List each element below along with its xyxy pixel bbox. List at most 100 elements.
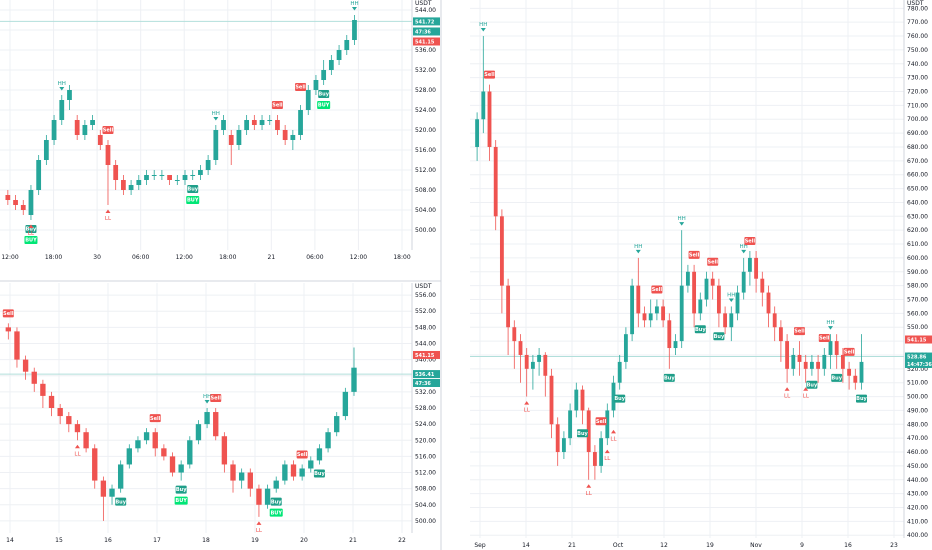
hh-arrow-icon [635, 249, 641, 254]
sell-signal-badge-label: Sell [745, 239, 756, 245]
sell-signal-badge [707, 257, 719, 266]
price-tag [905, 335, 932, 344]
buy-signal-badge-label: Buy [318, 92, 329, 98]
panel-right[interactable]: 780.00 770.00 760.00 750.00 740.00 730.00 720.… [470, 0, 932, 549]
y-tick-label: 580.00 [907, 283, 928, 290]
hh-label: HH [740, 244, 748, 250]
candle-body [352, 20, 357, 40]
candle-body [105, 145, 111, 165]
buy-signal-badge [115, 497, 127, 506]
candle-body [264, 488, 271, 505]
hh-arrow-icon [351, 7, 357, 11]
candle-body [729, 313, 734, 328]
y-tick-label: 720.00 [907, 89, 928, 96]
x-tick-label: 16 [844, 542, 852, 549]
buy-signal-badge-label: Buy [115, 499, 126, 505]
sell-signal-badge [688, 250, 700, 259]
candle-body [230, 464, 236, 481]
ll-arrow-icon [105, 209, 111, 213]
y-tick-label: 524.00 [415, 421, 436, 428]
candle-body [487, 91, 492, 147]
candle-body [623, 334, 628, 362]
candle-body [14, 331, 20, 360]
candle-body [698, 299, 703, 314]
panel-bottom-left[interactable]: 556.00552.00548.00544.00540.00536.00532.… [0, 283, 440, 544]
candle-body [97, 135, 103, 145]
y-tick-label: 532.00 [415, 389, 436, 396]
y-tick-label: 524.00 [415, 107, 436, 114]
y-tick-label: 430.00 [907, 491, 928, 498]
candle-body [630, 285, 635, 335]
grid-lines [0, 0, 412, 250]
currency-label: USDT [415, 283, 432, 290]
sell-signal-badge-label: Sell [211, 396, 222, 402]
y-tick-label: 670.00 [907, 158, 928, 165]
candle-body [611, 382, 616, 411]
candle-body [816, 361, 821, 369]
candle-body [605, 410, 610, 439]
buy-alert-badge [24, 236, 38, 244]
y-tick-label: 750.00 [907, 47, 928, 54]
candle-body [710, 278, 715, 286]
buy-signal-badge [856, 394, 867, 403]
y-tick-label: 520.00 [907, 366, 928, 373]
candle-body [190, 175, 196, 176]
ll-label: LL [74, 451, 81, 457]
candle-body [247, 472, 253, 489]
sell-signal-badge [271, 101, 283, 109]
ll-arrow-icon [604, 449, 610, 454]
price-tag-label: 541.72 [415, 19, 435, 25]
candle-body [667, 320, 672, 349]
candle-body [178, 464, 184, 473]
hh-label: HH [727, 292, 735, 298]
buy-signal-badge [806, 380, 818, 389]
price-tag-label: 541.15 [415, 353, 435, 359]
x-tick-label: 21 [268, 254, 276, 261]
candle-body [187, 440, 193, 465]
y-tick-label: 504.00 [415, 502, 436, 509]
y-tick-label: 780.00 [907, 5, 928, 12]
hh-label: HH [479, 22, 487, 28]
y-tick-label: 450.00 [907, 463, 928, 470]
x-tick-label: 06:00 [132, 254, 149, 261]
x-tick-label: 16 [104, 537, 112, 544]
y-tick-label: 508.00 [415, 486, 436, 493]
candle-body [828, 341, 833, 355]
sell-signal-badge-label: Sell [484, 72, 495, 78]
sell-signal-badge-label: Sell [707, 259, 718, 265]
x-tick-label: 19 [251, 537, 259, 544]
candle-body [90, 120, 95, 125]
panel-top-left[interactable]: 544.00540.00536.00532.00528.00524.00520.… [0, 0, 440, 261]
y-tick-label: 500.00 [415, 227, 436, 234]
buy-signal-badge-label: Buy [664, 375, 675, 381]
x-tick-label: 30 [93, 254, 101, 261]
candle-body [299, 468, 305, 477]
y-tick-label: 420.00 [907, 504, 928, 511]
buy-alert-badge-label: BUY [270, 510, 282, 516]
candle-body [135, 440, 141, 449]
candle-body [853, 375, 858, 383]
candle-body [236, 130, 242, 145]
sell-signal-badge [210, 394, 222, 402]
hh-arrow-icon [480, 28, 486, 32]
hh-label: HH [203, 394, 211, 400]
candle-body [244, 120, 250, 130]
candle-body [238, 472, 245, 481]
candle-body [82, 125, 88, 135]
buy-alert-badge [186, 196, 200, 204]
y-tick-label: 550.00 [907, 324, 928, 331]
candle-body [334, 416, 340, 433]
candle-body [772, 313, 777, 328]
candle-body [66, 416, 72, 425]
x-tick-label: 18 [202, 537, 210, 544]
hh-label: HH [212, 111, 220, 117]
candle-body [221, 436, 228, 465]
candle-body [308, 460, 314, 469]
candles [5, 323, 357, 521]
hh-arrow-icon [728, 298, 734, 302]
price-tag [905, 359, 932, 368]
ll-label: LL [105, 216, 112, 222]
candle-body [20, 205, 26, 210]
